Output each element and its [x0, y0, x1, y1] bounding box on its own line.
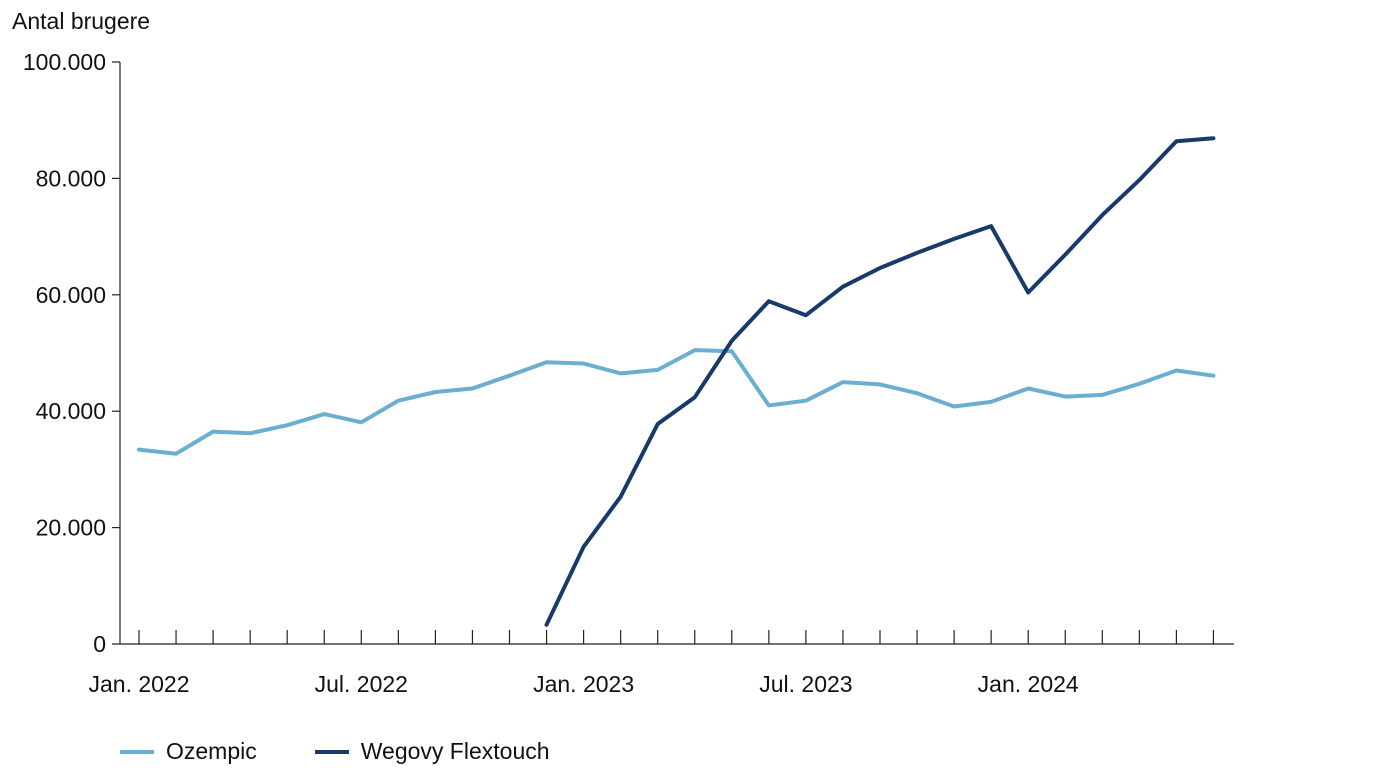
series-line-1 [544, 136, 1216, 627]
x-tick-label: Jan. 2022 [88, 671, 189, 697]
legend: Ozempic Wegovy Flextouch [120, 738, 550, 765]
y-tick-label: 20.000 [36, 515, 106, 541]
x-tick-label: Jan. 2023 [533, 671, 634, 697]
y-tick-label: 60.000 [36, 282, 106, 308]
legend-swatch-wegovy [314, 749, 349, 754]
legend-swatch-ozempic [120, 749, 154, 754]
y-axis-title: Antal brugere [12, 8, 151, 34]
series-lines [137, 136, 1216, 627]
y-tick-label: 80.000 [36, 165, 106, 191]
y-axis: 0 20.000 40.000 60.000 80.000 100.000 [23, 49, 121, 657]
y-tick-label: 0 [93, 631, 106, 657]
legend-label-ozempic: Ozempic [166, 738, 257, 764]
x-tick-label: Jul. 2022 [315, 671, 408, 697]
y-tick-label: 40.000 [36, 398, 106, 424]
x-axis: Jan. 2022 Jul. 2022 Jan. 2023 Jul. 2023 Jan.… [88, 630, 1234, 697]
legend-label-wegovy: Wegovy Flextouch [360, 738, 550, 764]
legend-item-wegovy: Wegovy Flextouch [314, 738, 550, 765]
x-tick-label: Jul. 2023 [759, 671, 852, 697]
legend-item-ozempic: Ozempic [120, 738, 257, 765]
x-tick-label: Jan. 2024 [978, 671, 1079, 697]
y-tick-label: 100.000 [23, 49, 106, 75]
series-line-0 [137, 348, 1216, 456]
